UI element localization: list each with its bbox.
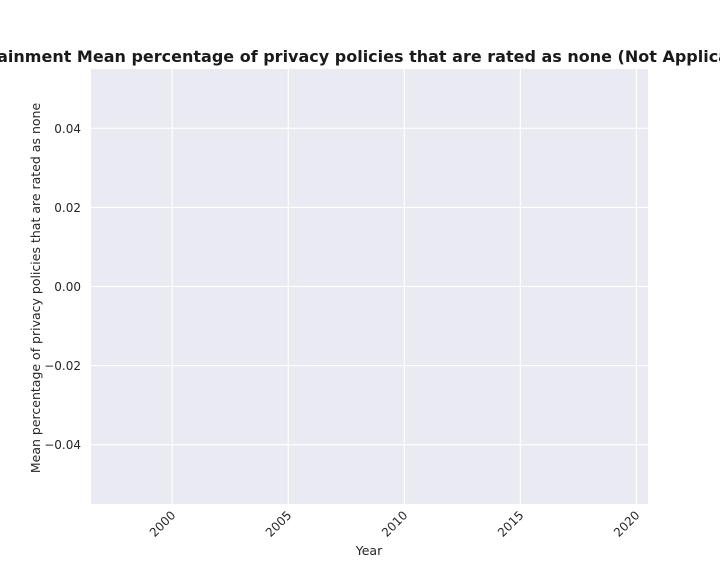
y-axis-ticks: −0.04 −0.02 0.00 0.02 0.04 <box>44 122 81 452</box>
x-tick-label: 2020 <box>611 508 642 539</box>
y-tick-label: −0.04 <box>44 438 81 452</box>
x-tick-label: 2015 <box>495 508 526 539</box>
y-tick-label: 0.02 <box>54 201 81 215</box>
chart-title: ;entertainment Mean percentage of privac… <box>0 47 720 66</box>
y-tick-label: 0.00 <box>54 280 81 294</box>
x-axis-ticks: 2000 2005 2010 2015 2020 <box>147 508 643 539</box>
y-axis-label: Mean percentage of privacy policies that… <box>28 103 43 474</box>
y-tick-label: −0.02 <box>44 359 81 373</box>
x-tick-label: 2005 <box>263 508 294 539</box>
x-axis-label: Year <box>355 543 383 558</box>
grid-lines <box>91 69 648 504</box>
x-tick-label: 2000 <box>147 508 178 539</box>
x-tick-label: 2010 <box>379 508 410 539</box>
y-tick-label: 0.04 <box>54 122 81 136</box>
